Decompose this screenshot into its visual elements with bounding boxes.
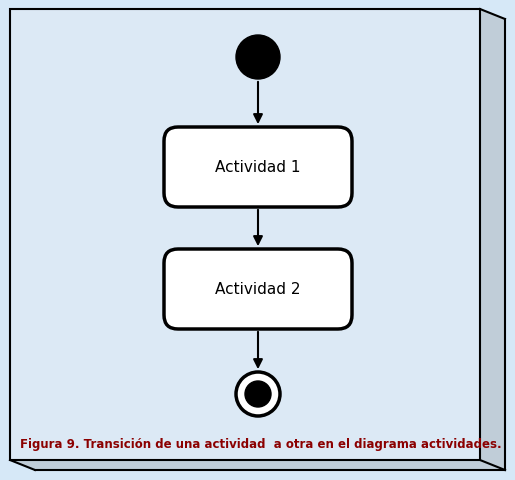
- Text: Actividad 1: Actividad 1: [215, 160, 301, 175]
- Polygon shape: [480, 10, 505, 470]
- Polygon shape: [10, 460, 505, 470]
- Text: Figura 9. Transición de una actividad  a otra en el diagrama actividades.: Figura 9. Transición de una actividad a …: [20, 438, 502, 451]
- Circle shape: [236, 372, 280, 416]
- FancyBboxPatch shape: [164, 250, 352, 329]
- FancyBboxPatch shape: [164, 128, 352, 207]
- Circle shape: [245, 381, 271, 407]
- Text: Actividad 2: Actividad 2: [215, 282, 301, 297]
- Circle shape: [236, 36, 280, 80]
